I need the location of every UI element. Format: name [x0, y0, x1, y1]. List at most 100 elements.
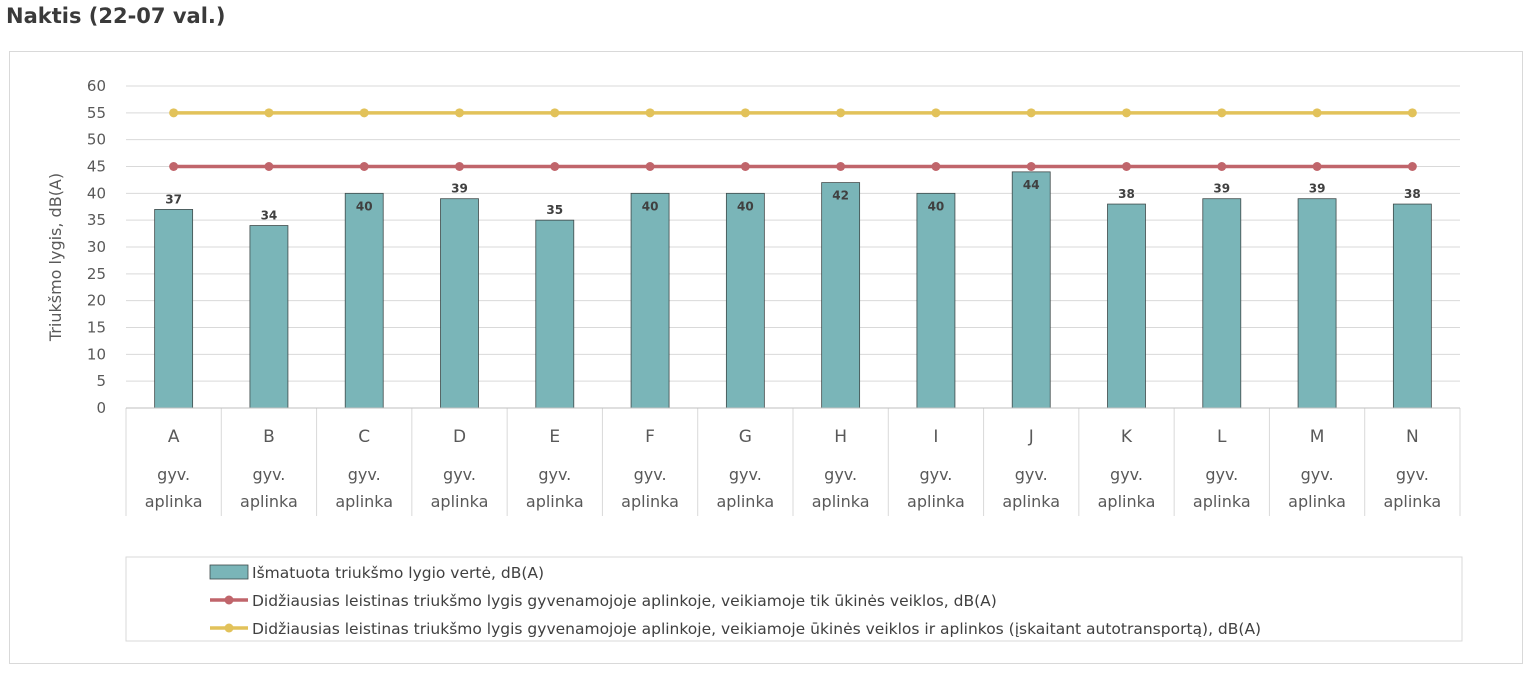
series-marker [1122, 108, 1131, 118]
x-sub-label-line1: gyv. [1205, 465, 1238, 484]
data-label: 42 [832, 189, 849, 203]
bar [821, 182, 861, 409]
y-tick-label: 55 [87, 104, 106, 122]
series-marker [1026, 108, 1036, 118]
x-sub-label-line2: aplinka [1002, 492, 1060, 511]
legend-swatch-bar [209, 564, 249, 580]
x-tick-label: D [453, 427, 466, 447]
data-label: 40 [642, 199, 659, 213]
x-sub-label-line2: aplinka [907, 492, 965, 511]
data-label: 39 [1309, 182, 1326, 196]
x-tick-label: M [1310, 427, 1325, 447]
y-axis-title: Triukšmo lygis, dB(A) [46, 173, 65, 342]
data-label: 44 [1023, 178, 1040, 192]
series-marker [359, 108, 369, 118]
data-label: 39 [1213, 182, 1230, 196]
x-tick-label: N [1406, 427, 1419, 447]
y-tick-label: 5 [96, 372, 106, 390]
bar [344, 192, 384, 409]
x-sub-label-line1: gyv. [157, 465, 190, 484]
y-tick-label: 20 [87, 292, 106, 310]
series-marker [264, 108, 274, 118]
x-sub-label-line2: aplinka [621, 492, 679, 511]
series-marker [1217, 162, 1227, 171]
bar [1107, 203, 1146, 409]
x-sub-label-line2: aplinka [431, 492, 489, 511]
data-label: 35 [546, 203, 563, 217]
series-marker [1122, 162, 1131, 171]
x-tick-label: B [263, 427, 275, 447]
bar [725, 192, 765, 409]
data-label: 40 [928, 199, 945, 213]
x-tick-label: G [739, 427, 752, 447]
data-label: 37 [165, 192, 182, 206]
x-sub-label-line2: aplinka [716, 492, 774, 511]
y-tick-label: 10 [87, 345, 106, 363]
y-tick-label: 60 [87, 77, 106, 95]
bar [916, 192, 956, 409]
y-tick-label: 50 [87, 131, 106, 149]
legend-entry: Didžiausias leistinas triukšmo lygis gyv… [252, 620, 1261, 638]
y-tick-label: 40 [87, 184, 106, 202]
legend-entry: Išmatuota triukšmo lygio vertė, dB(A) [252, 564, 544, 582]
series-marker [455, 108, 464, 118]
series-marker [169, 108, 179, 118]
x-sub-label-line1: gyv. [348, 465, 381, 484]
x-sub-label-line1: gyv. [1396, 465, 1429, 484]
x-sub-label-line1: gyv. [1301, 465, 1334, 484]
page-title: Naktis (22-07 val.) [6, 4, 226, 28]
series-marker [264, 162, 274, 171]
data-label: 38 [1118, 187, 1135, 201]
legend-entry: Didžiausias leistinas triukšmo lygis gyv… [252, 592, 997, 610]
series-marker [645, 162, 655, 171]
bar-line-chart: 0 5 10 15 20 25 30 35 40 45 50 55 60 Triukšmo lygis, … [46, 77, 1463, 642]
data-label: 34 [261, 209, 278, 223]
x-sub-label-line2: aplinka [1098, 492, 1156, 511]
data-label: 40 [737, 199, 754, 213]
series-marker [1312, 108, 1322, 118]
x-tick-label: H [834, 427, 847, 447]
series-marker [169, 162, 179, 171]
x-tick-label: F [645, 427, 655, 447]
series-marker [359, 162, 369, 171]
x-sub-label-line2: aplinka [240, 492, 298, 511]
x-sub-label-line1: gyv. [634, 465, 667, 484]
bar [1297, 198, 1337, 409]
series-marker [1407, 108, 1417, 118]
series-marker [550, 162, 560, 171]
legend-box [125, 556, 1463, 642]
x-sub-label-line1: gyv. [824, 465, 857, 484]
y-tick-label: 15 [87, 319, 106, 337]
bar [249, 225, 289, 409]
x-sub-label-line2: aplinka [335, 492, 393, 511]
y-tick-label: 25 [87, 265, 106, 283]
y-tick-label: 0 [96, 399, 106, 417]
x-sub-label-line2: aplinka [526, 492, 584, 511]
bar [1392, 203, 1432, 409]
series-marker [740, 162, 750, 171]
series-marker [931, 162, 941, 171]
data-label: 40 [356, 199, 373, 213]
series-marker [931, 108, 941, 118]
x-tick-label: C [358, 427, 370, 447]
series-marker [740, 108, 750, 118]
bar [1011, 171, 1051, 409]
x-tick-label: A [168, 427, 180, 447]
y-tick-label: 30 [87, 238, 106, 256]
legend-swatch-marker [224, 623, 234, 633]
series-marker [836, 108, 846, 118]
chart-area: 0 5 10 15 20 25 30 35 40 45 50 55 60 Triukšmo lygis, … [9, 51, 1523, 664]
series-marker [836, 162, 846, 171]
y-tick-label: 35 [87, 211, 106, 229]
x-sub-label-line2: aplinka [812, 492, 870, 511]
x-sub-label-line1: gyv. [252, 465, 285, 484]
series-marker [1407, 162, 1417, 171]
x-sub-label-line2: aplinka [1193, 492, 1251, 511]
series-marker [1217, 108, 1227, 118]
x-sub-label-line1: gyv. [538, 465, 571, 484]
bar [1202, 198, 1242, 409]
bar [630, 192, 670, 409]
x-sub-label-line2: aplinka [145, 492, 203, 511]
series-marker [1026, 162, 1036, 171]
x-sub-label-line1: gyv. [919, 465, 952, 484]
